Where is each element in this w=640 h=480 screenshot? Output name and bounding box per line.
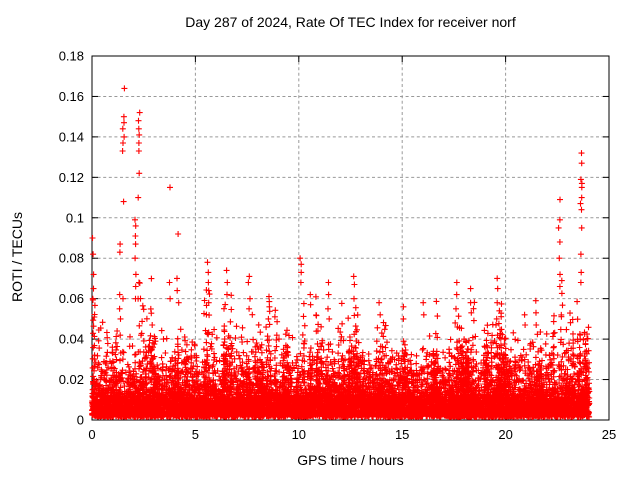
y-tick-label: 0.06 <box>59 291 84 306</box>
x-tick-label: 25 <box>602 427 616 442</box>
y-tick-label: 0.12 <box>59 170 84 185</box>
x-tick-label: 15 <box>395 427 409 442</box>
y-tick-label: 0.08 <box>59 251 84 266</box>
data-points <box>89 85 593 420</box>
x-tick-label: 0 <box>88 427 95 442</box>
y-tick-label: 0.16 <box>59 89 84 104</box>
chart-title: Day 287 of 2024, Rate Of TEC Index for r… <box>185 14 516 30</box>
y-tick-label: 0.04 <box>59 332 84 347</box>
tick-labels: 0 0.02 0.04 0.06 0.08 0.1 0.12 0.14 0.16 0.18 0 5 10… <box>59 49 617 443</box>
x-tick-label: 20 <box>498 427 512 442</box>
y-tick-label: 0.02 <box>59 372 84 387</box>
y-tick-label: 0.14 <box>59 129 84 144</box>
scatter-spikes <box>89 85 585 387</box>
y-tick-label: 0.1 <box>66 210 84 225</box>
x-axis-title: GPS time / hours <box>297 452 404 468</box>
y-tick-label: 0.18 <box>59 49 84 64</box>
x-tick-label: 5 <box>192 427 199 442</box>
x-tick-label: 10 <box>292 427 306 442</box>
y-tick-label: 0 <box>77 413 84 428</box>
